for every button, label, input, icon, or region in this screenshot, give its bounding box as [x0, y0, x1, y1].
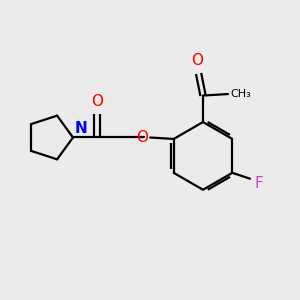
Text: CH₃: CH₃ — [230, 89, 251, 99]
Text: O: O — [91, 94, 103, 109]
Text: O: O — [136, 130, 148, 145]
Text: N: N — [74, 121, 87, 136]
Text: O: O — [191, 53, 203, 68]
Text: F: F — [254, 176, 263, 190]
